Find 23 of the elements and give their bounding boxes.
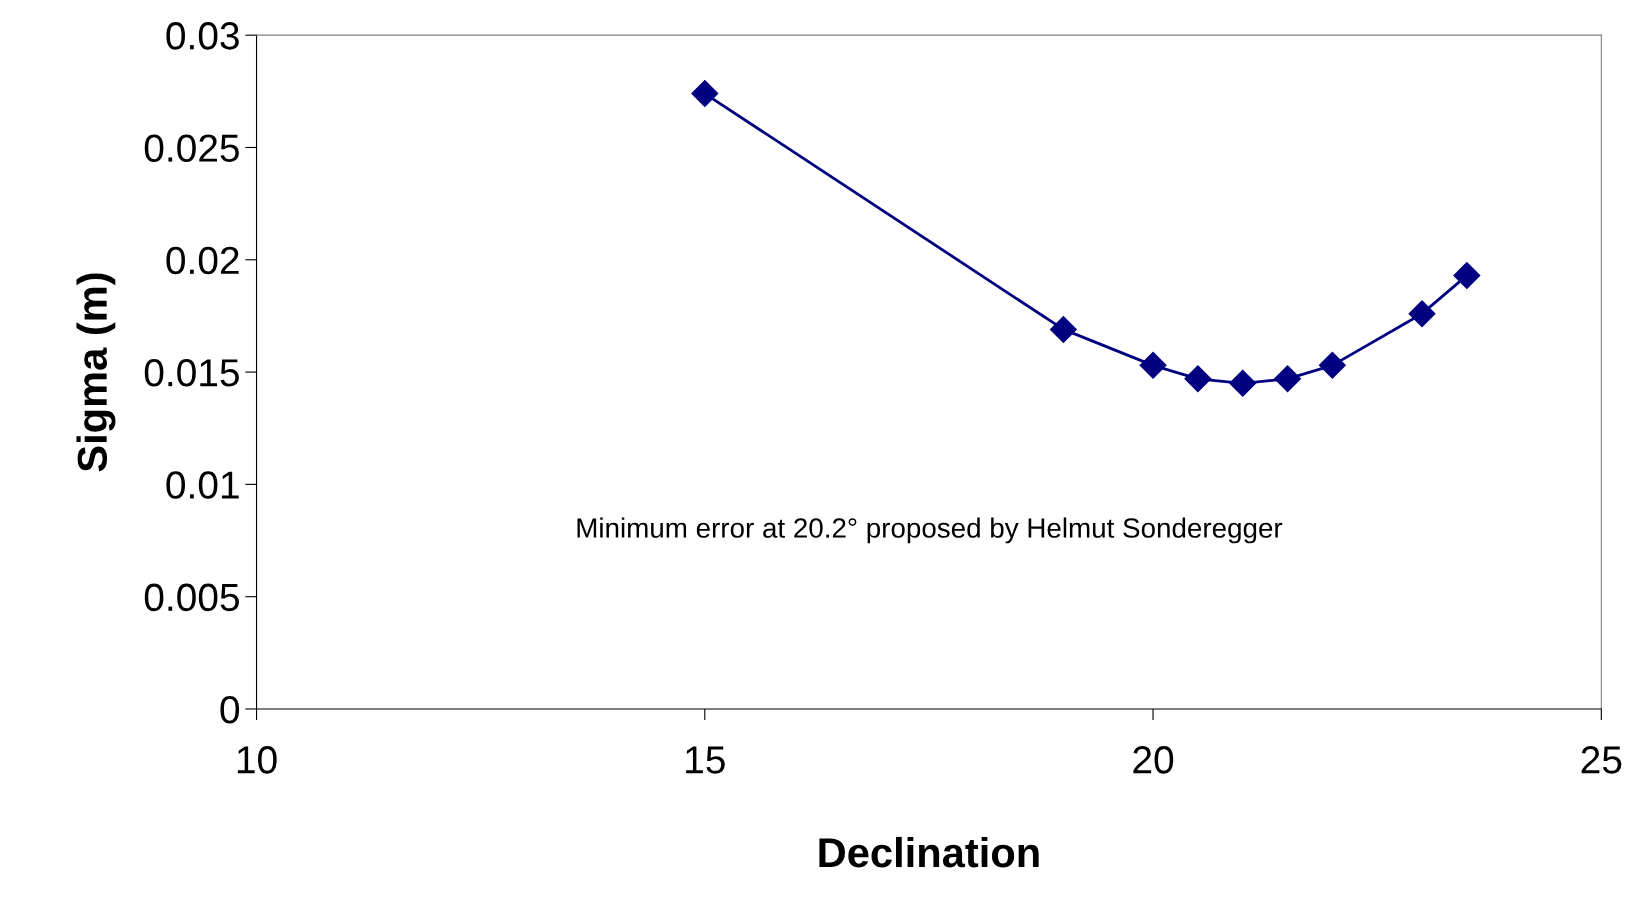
y-tick-label: 0.005 <box>144 583 239 612</box>
point <box>1318 351 1346 379</box>
x-axis-title: Declination <box>819 836 1039 868</box>
y-axis-title: Sigma (m) <box>76 273 116 472</box>
point <box>1453 262 1481 289</box>
point <box>691 80 719 108</box>
y-tick-label: 0.025 <box>144 134 239 162</box>
point <box>1139 351 1167 379</box>
point <box>1184 365 1212 393</box>
x-tick-label: 25 <box>1581 746 1622 774</box>
y-tick-label: 0.01 <box>166 471 239 499</box>
y-tick-label: 0.03 <box>166 22 239 50</box>
y-tick-label: 0 <box>220 695 240 724</box>
y-tick-label: 0.015 <box>144 359 239 387</box>
annotation: Minimum error at 20.2° proposed by Helmut Sonderegger <box>577 517 1283 544</box>
x-tick-label: 10 <box>237 746 277 774</box>
x-tick-label: 20 <box>1133 746 1174 774</box>
point <box>1049 315 1077 343</box>
x-tick-label: 15 <box>686 746 725 774</box>
y-tick-label: 0.02 <box>166 246 239 275</box>
point <box>1229 369 1257 397</box>
point <box>1408 300 1436 328</box>
point <box>1274 365 1301 393</box>
